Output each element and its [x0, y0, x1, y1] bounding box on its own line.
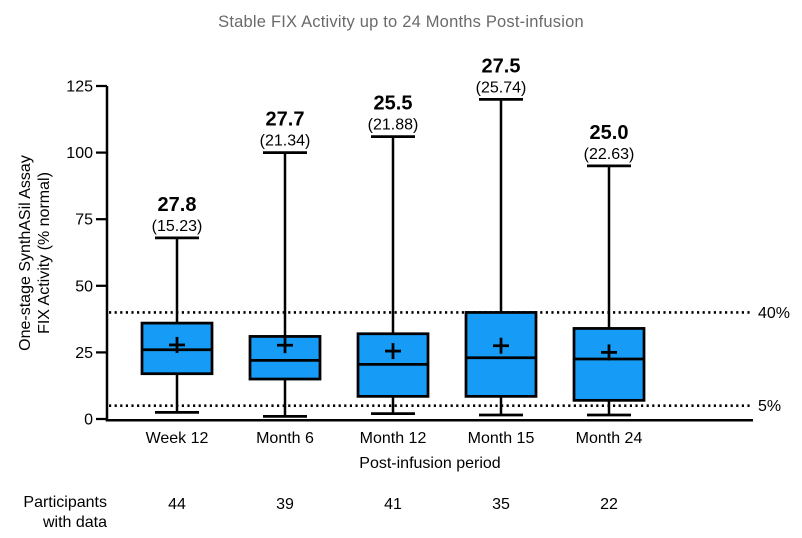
y-tick-label: 25: [75, 345, 93, 362]
mean-value-label: 25.5: [374, 93, 413, 115]
y-axis-title-line2: FIX Activity (% normal): [36, 172, 53, 334]
sd-value-label: (21.88): [368, 117, 419, 134]
x-category-label: Week 12: [146, 430, 209, 447]
x-category-label: Month 15: [468, 430, 535, 447]
x-category-label: Month 24: [576, 430, 643, 447]
mean-value-label: 27.8: [158, 194, 197, 216]
chart-title: Stable FIX Activity up to 24 Months Post…: [218, 13, 584, 31]
y-tick-label: 75: [75, 212, 93, 229]
x-axis-title: Post-infusion period: [359, 455, 500, 472]
y-tick-label: 0: [84, 412, 93, 429]
reference-line-label: 40%: [758, 305, 790, 322]
participants-count: 39: [276, 496, 294, 513]
participants-count: 41: [384, 496, 402, 513]
sd-value-label: (21.34): [260, 133, 311, 150]
y-axis-title-line1: One-stage SynthASil Assay: [17, 155, 34, 351]
participants-count: 35: [492, 496, 510, 513]
mean-value-label: 25.0: [590, 122, 629, 144]
plot-area: 40% 5% 0 25 50 75 100 125 27.8 (15.23) Week 12 44 27…: [66, 55, 790, 513]
participants-count: 22: [600, 496, 618, 513]
reference-line-label: 5%: [758, 398, 781, 415]
participants-count: 44: [168, 496, 186, 513]
sd-value-label: (15.23): [152, 218, 203, 235]
mean-value-label: 27.7: [266, 109, 305, 131]
x-category-label: Month 6: [256, 430, 314, 447]
participants-caption-line2: with data: [42, 514, 107, 531]
sd-value-label: (25.74): [476, 79, 527, 96]
y-tick-label: 100: [66, 145, 93, 162]
box-Month 15: [464, 311, 538, 398]
participants-caption-line1: Participants: [23, 494, 107, 511]
y-tick-label: 50: [75, 278, 93, 295]
sd-value-label: (22.63): [584, 146, 635, 163]
x-category-label: Month 12: [360, 430, 427, 447]
mean-value-label: 27.5: [482, 55, 521, 77]
y-tick-label: 125: [66, 79, 93, 96]
box-Month 24: [572, 327, 646, 402]
